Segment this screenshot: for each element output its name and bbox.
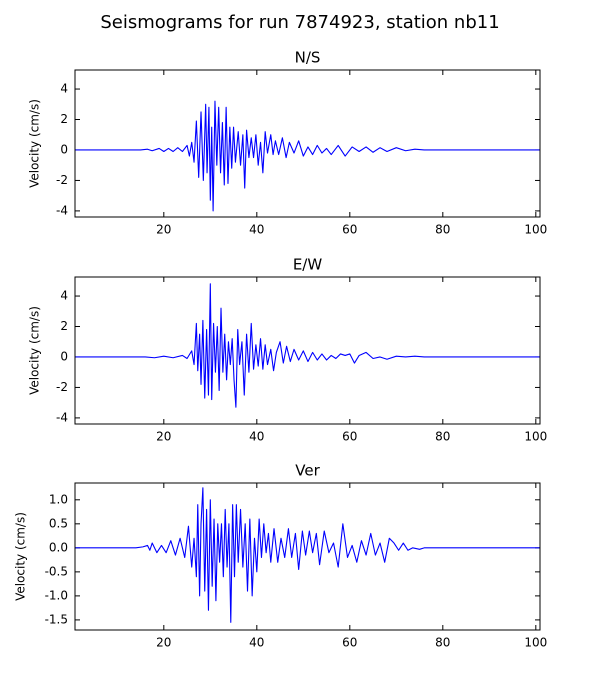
figure-title: Seismograms for run 7874923, station nb1…: [100, 12, 499, 33]
panel-title: Ver: [295, 462, 320, 480]
y-axis-label: Velocity (cm/s): [28, 99, 42, 188]
axes-frame: [74, 482, 541, 631]
axes-frame: [74, 276, 541, 425]
x-tick-label: 80: [435, 430, 450, 444]
y-tick-label: -2: [56, 380, 68, 394]
seismogram-line: [75, 100, 541, 212]
y-tick-label: 2: [60, 319, 68, 333]
y-axis-label: Velocity (cm/s): [28, 306, 42, 395]
x-tick-label: 20: [156, 223, 171, 237]
x-tick-label: 60: [342, 430, 357, 444]
y-tick-label: 1.0: [49, 492, 68, 506]
x-tick-label: 100: [524, 223, 547, 237]
panel-title: E/W: [293, 256, 323, 274]
panel-title: N/S: [295, 49, 321, 67]
x-tick-label: 40: [249, 223, 264, 237]
seismogram-line: [75, 487, 541, 623]
seismogram-line: [75, 283, 541, 408]
x-tick-label: 60: [342, 223, 357, 237]
y-tick-label: -0.5: [45, 564, 68, 578]
x-tick-label: 40: [249, 430, 264, 444]
x-tick-label: 60: [342, 636, 357, 650]
x-tick-label: 20: [156, 430, 171, 444]
y-tick-label: 0.5: [49, 516, 68, 530]
y-tick-label: 4: [60, 82, 68, 96]
x-tick-label: 80: [435, 223, 450, 237]
axes-frame: [74, 69, 541, 218]
y-tick-label: 0.0: [49, 540, 68, 554]
y-tick-label: 4: [60, 289, 68, 303]
x-tick-label: 100: [524, 430, 547, 444]
x-tick-label: 40: [249, 636, 264, 650]
y-tick-label: -1.0: [45, 588, 68, 602]
y-tick-label: 2: [60, 112, 68, 126]
y-tick-label: -1.5: [45, 612, 68, 626]
y-tick-label: 0: [60, 349, 68, 363]
x-tick-label: 100: [524, 636, 547, 650]
y-tick-label: 0: [60, 142, 68, 156]
y-tick-label: -4: [56, 410, 68, 424]
y-axis-label: Velocity (cm/s): [14, 512, 28, 601]
x-tick-label: 80: [435, 636, 450, 650]
y-tick-label: -4: [56, 203, 68, 217]
y-tick-label: -2: [56, 173, 68, 187]
x-tick-label: 20: [156, 636, 171, 650]
